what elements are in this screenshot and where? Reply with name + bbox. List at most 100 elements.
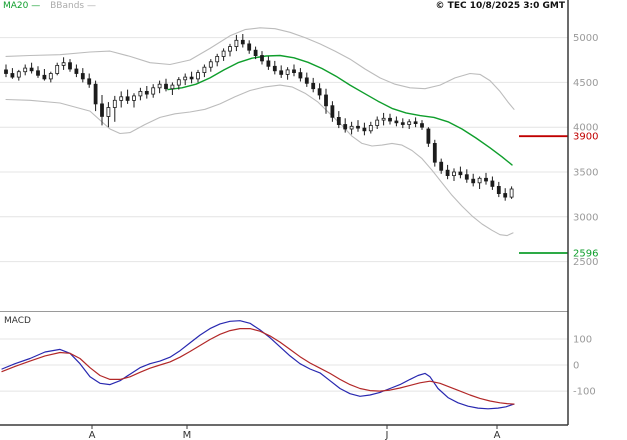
candle-body [16,71,21,78]
candle-body [375,119,380,126]
candle-body [55,65,60,74]
candle-body [394,120,399,124]
candle-body [132,95,136,101]
candle-body [144,91,149,95]
candle-body [439,161,444,171]
candle-body [48,73,53,80]
candle-body [4,69,8,74]
candle-body [362,127,367,132]
candle-body [125,96,130,101]
candle-body [272,65,277,72]
candle-body [170,84,175,90]
candle-body [311,82,316,90]
candle-body [458,171,463,176]
ma20-line [167,54,513,166]
candle-body [285,69,290,75]
x-axis-month-label: A [89,430,96,440]
candle-body [324,94,328,107]
bollinger-lower-band [5,84,514,237]
candle-body [484,177,488,182]
candle-body [413,121,418,125]
legend-ma20-label: MA20 — [3,1,41,11]
candle-body [36,70,40,76]
candle-body [228,46,232,52]
candle-body [426,128,431,144]
price-axis-tick-label: 4500 [573,78,598,89]
candle-body [138,91,143,97]
candle-body [317,88,322,96]
candle-body [87,78,92,85]
candle-body [10,73,15,78]
candle-body [381,117,386,121]
candle-body [23,67,28,73]
price-axis-tick-label: 2500 [573,257,598,268]
candle-body [112,99,117,108]
candle-body [368,125,373,132]
candle-body [477,177,482,184]
candle-body [68,62,72,70]
price-axis-tick-label: 5000 [573,33,598,44]
candle-body [452,171,456,176]
candle-body [356,125,360,129]
candle-body [349,125,354,130]
candle-body [221,50,226,57]
candle-body [445,169,450,176]
macd-axis-tick-label: -100 [573,387,596,398]
candle-body [215,56,220,63]
candle-body [464,174,469,180]
candle-body [74,68,79,74]
candle-body [266,60,271,67]
candle-body [157,83,162,89]
candle-body [119,96,124,101]
candle-body [208,61,213,68]
candle-body [100,103,104,117]
candle-body [151,87,156,95]
candle-body [496,185,501,194]
macd-axis-tick-label: 0 [573,361,579,372]
candle-body [247,43,252,51]
chart-legend: MA20 — BBands — [3,1,96,12]
candle-body [336,117,341,126]
candle-body [432,142,437,163]
candle-body [253,49,258,57]
candle-body [330,105,335,118]
candle-body [420,123,424,128]
candle-body [183,76,188,81]
copyright-text: © TEC 10/8/2025 3:0 GMT [435,1,565,11]
candle-body [400,122,405,125]
macd-axis-tick-label: 100 [573,334,592,345]
candle-body [388,117,392,122]
candle-body [80,73,85,80]
bollinger-upper-band [5,27,515,110]
candle-body [343,124,348,130]
price-axis-tick-label: 4000 [573,123,598,134]
candle-body [176,79,181,86]
price-axis-tick-label: 3000 [573,212,598,223]
candle-body [164,83,168,90]
candle-body [61,62,66,66]
level-label-2596: 2596 [573,249,598,260]
candle-body [93,83,98,105]
level-label-3900: 3900 [573,132,598,143]
candle-body [471,178,476,184]
macd-panel-label: MACD [4,316,31,326]
candle-body [29,67,34,72]
x-axis-month-label: A [494,430,501,440]
candle-body [234,39,239,47]
candle-body [298,72,303,79]
candle-body [490,180,495,187]
candle-body [407,121,412,125]
x-axis-month-label: J [385,430,389,440]
candle-body [189,76,194,80]
candle-body [260,55,264,62]
x-axis-month-label: M [183,430,192,440]
candle-body [304,77,309,84]
candle-body [240,39,245,45]
macd-series-signal [1,328,515,405]
candle-body [292,69,296,74]
candle-body [279,70,284,75]
candle-body [42,74,47,80]
candle-body [202,66,207,73]
